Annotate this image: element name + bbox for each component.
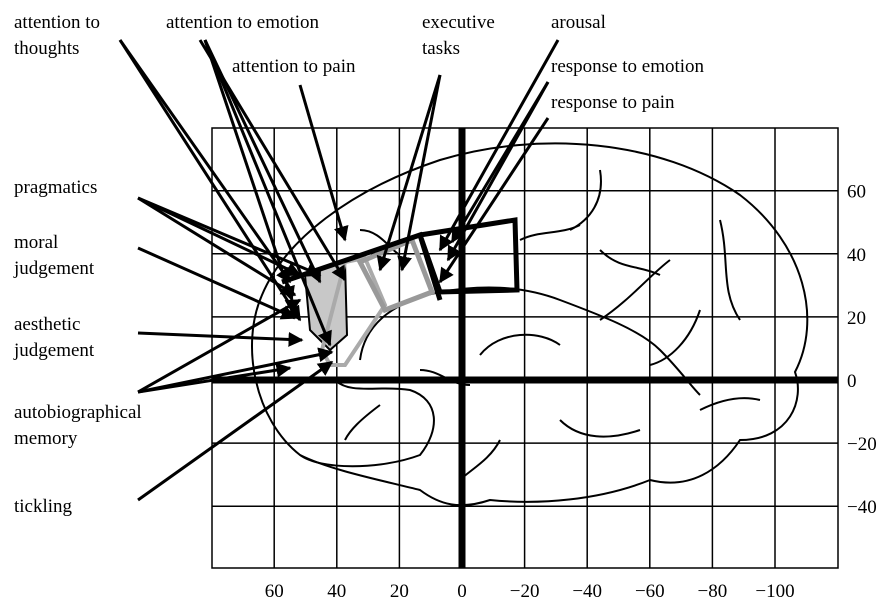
x-tick-label: 60 [265,581,284,602]
label: attention to [14,12,100,33]
label: autobiographical [14,402,142,423]
diagram: attention to thoughts attention to emotion… [0,0,882,604]
label: judgement [13,258,95,279]
x-tick-label: −80 [698,581,728,602]
x-tick-label: −20 [510,581,540,602]
x-tick-label: −40 [572,581,602,602]
label: thoughts [14,38,79,59]
arrows [120,40,558,500]
y-tick-label: 40 [847,245,866,266]
label: executive [422,12,495,33]
label: moral [14,232,58,253]
y-tick-label: −40 [847,497,877,518]
label: response to emotion [551,56,705,77]
label: tasks [422,38,460,59]
y-tick-label: −20 [847,434,877,455]
x-tick-label: 0 [457,581,467,602]
y-tick-label: 0 [847,371,857,392]
x-tick-label: 40 [327,581,346,602]
label: attention to pain [232,56,356,77]
page: attention to thoughts attention to emotion… [0,0,882,604]
x-tick-label: −100 [755,581,794,602]
x-tick-label: 20 [390,581,409,602]
label: pragmatics [14,177,97,198]
label: memory [14,428,78,449]
label: arousal [551,12,606,33]
label: attention to emotion [166,12,320,33]
x-tick-label: −60 [635,581,665,602]
y-tick-label: 60 [847,182,866,203]
label: response to pain [551,92,675,113]
label: judgement [13,340,95,361]
y-tick-label: 20 [847,308,866,329]
label: tickling [14,496,73,517]
label: aesthetic [14,314,80,335]
